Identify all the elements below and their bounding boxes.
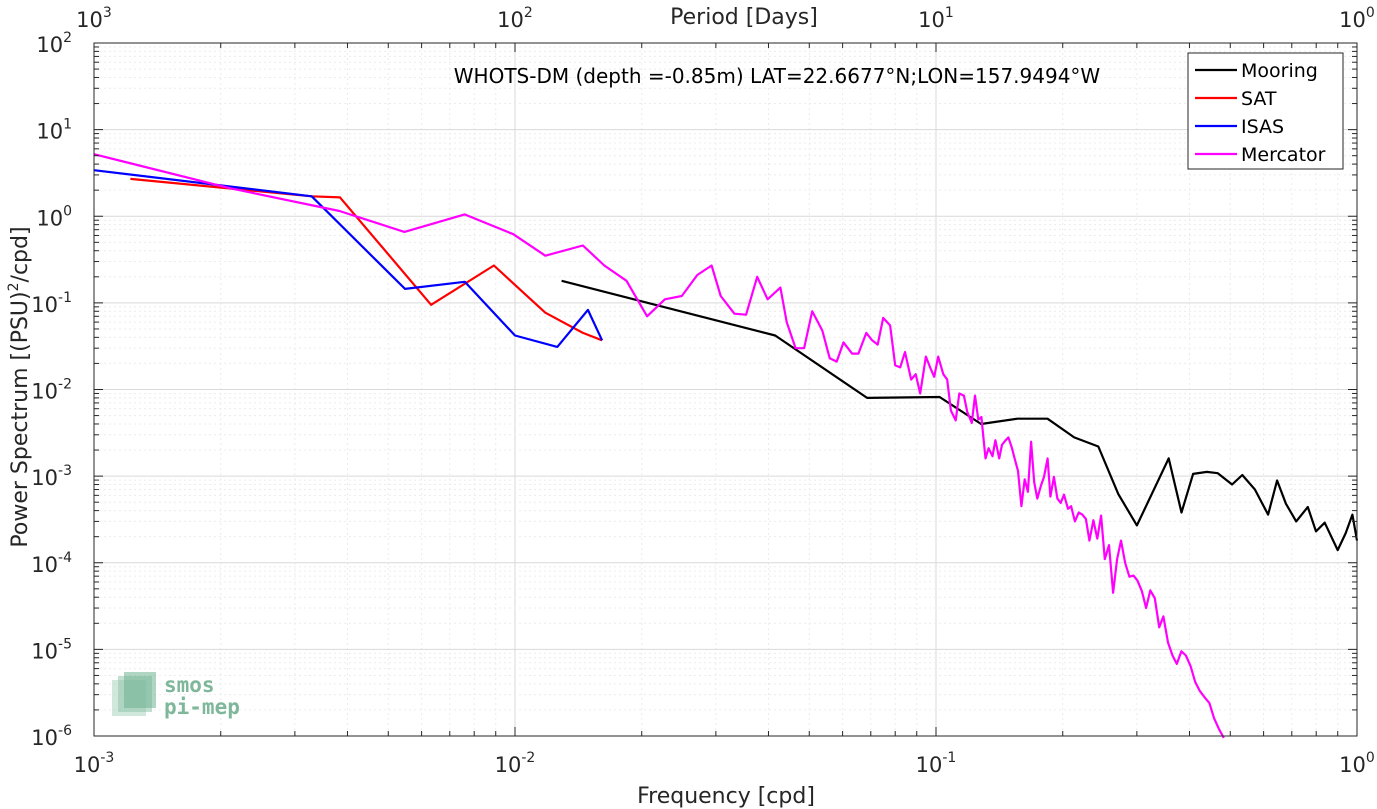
series-layer — [93, 153, 1359, 739]
x-tick-label: 10-3 — [74, 750, 115, 777]
y-tick-label: 10-3 — [31, 463, 72, 490]
series-line-mooring — [561, 279, 1359, 552]
series-line-mercator — [93, 153, 1225, 739]
grid — [93, 43, 1357, 737]
legend-label-isas: ISAS — [1241, 116, 1284, 138]
location-annotation: WHOTS-DM (depth =-0.85m) LAT=22.6677°N;L… — [454, 64, 1101, 88]
logo-text-smos: smos — [164, 673, 215, 697]
top-tick-label: 101 — [918, 5, 954, 32]
logo-text-pimep: pi-mep — [164, 695, 240, 719]
y-tick-label: 100 — [36, 203, 72, 230]
top-tick-label: 103 — [76, 5, 112, 32]
top-axis-title: Period [Days] — [670, 5, 818, 30]
y-axis-title: Power Spectrum [(PSU)2/cpd] — [6, 226, 33, 547]
top-tick-label: 100 — [1339, 5, 1375, 32]
y-tick-label: 101 — [36, 117, 72, 144]
y-tick-label: 10-4 — [31, 550, 72, 577]
y-tick-label: 102 — [36, 30, 72, 57]
smos-pi-mep-logo: smos pi-mep — [112, 672, 240, 719]
legend-label-mercator: Mercator — [1241, 144, 1326, 166]
legend: Mooring SAT ISAS Mercator — [1187, 52, 1344, 170]
legend-label-mooring: Mooring — [1241, 60, 1318, 82]
y-tick-label: 10-5 — [31, 636, 72, 663]
y-tick-label: 10-2 — [31, 377, 72, 404]
ticks — [93, 43, 1357, 737]
x-axis-title: Frequency [cpd] — [637, 784, 815, 809]
series-line-isas — [93, 169, 604, 348]
y-tick-label: 10-1 — [31, 290, 72, 317]
legend-box — [1187, 52, 1344, 170]
top-tick-label: 102 — [497, 5, 533, 32]
y-tick-label: 10-6 — [31, 723, 72, 750]
legend-label-sat: SAT — [1241, 88, 1277, 110]
x-tick-label: 10-2 — [495, 750, 536, 777]
series-line-sat — [130, 177, 603, 342]
x-tick-label: 10-1 — [916, 750, 957, 777]
x-tick-label: 100 — [1339, 750, 1375, 777]
